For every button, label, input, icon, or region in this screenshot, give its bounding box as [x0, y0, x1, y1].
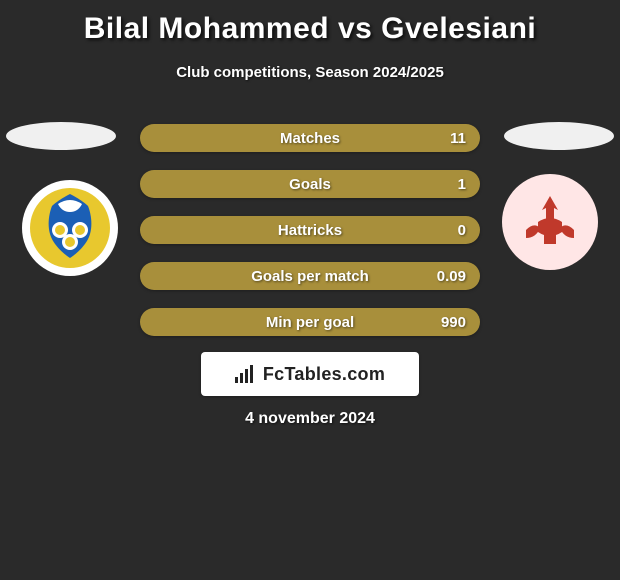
- stat-bar-hattricks: Hattricks 0: [140, 216, 480, 244]
- stat-label: Goals: [194, 176, 426, 193]
- stat-right-value: 1: [426, 176, 466, 193]
- page-title: Bilal Mohammed vs Gvelesiani: [0, 0, 620, 46]
- right-ellipse-decoration: [504, 122, 614, 150]
- stat-label: Goals per match: [194, 268, 426, 285]
- stat-bar-min-per-goal: Min per goal 990: [140, 308, 480, 336]
- left-club-crest: [22, 180, 118, 276]
- comparison-infographic: Bilal Mohammed vs Gvelesiani Club compet…: [0, 0, 620, 81]
- brand-text: FcTables.com: [263, 364, 385, 385]
- right-crest-icon: [510, 182, 590, 262]
- stat-label: Min per goal: [194, 314, 426, 331]
- bar-chart-icon: [235, 365, 257, 383]
- stat-label: Matches: [194, 130, 426, 147]
- stat-bar-goals-per-match: Goals per match 0.09: [140, 262, 480, 290]
- stat-label: Hattricks: [194, 222, 426, 239]
- left-ellipse-decoration: [6, 122, 116, 150]
- right-club-crest: [502, 174, 598, 270]
- stat-right-value: 11: [426, 130, 466, 147]
- stat-bars: Matches 11 Goals 1 Hattricks 0 Goals per…: [140, 124, 480, 354]
- stat-right-value: 0.09: [426, 268, 466, 285]
- page-subtitle: Club competitions, Season 2024/2025: [0, 64, 620, 81]
- stat-right-value: 990: [426, 314, 466, 331]
- date-label: 4 november 2024: [0, 410, 620, 428]
- left-crest-icon: [28, 186, 112, 270]
- stat-right-value: 0: [426, 222, 466, 239]
- stat-bar-goals: Goals 1: [140, 170, 480, 198]
- brand-badge: FcTables.com: [201, 352, 419, 396]
- stat-bar-matches: Matches 11: [140, 124, 480, 152]
